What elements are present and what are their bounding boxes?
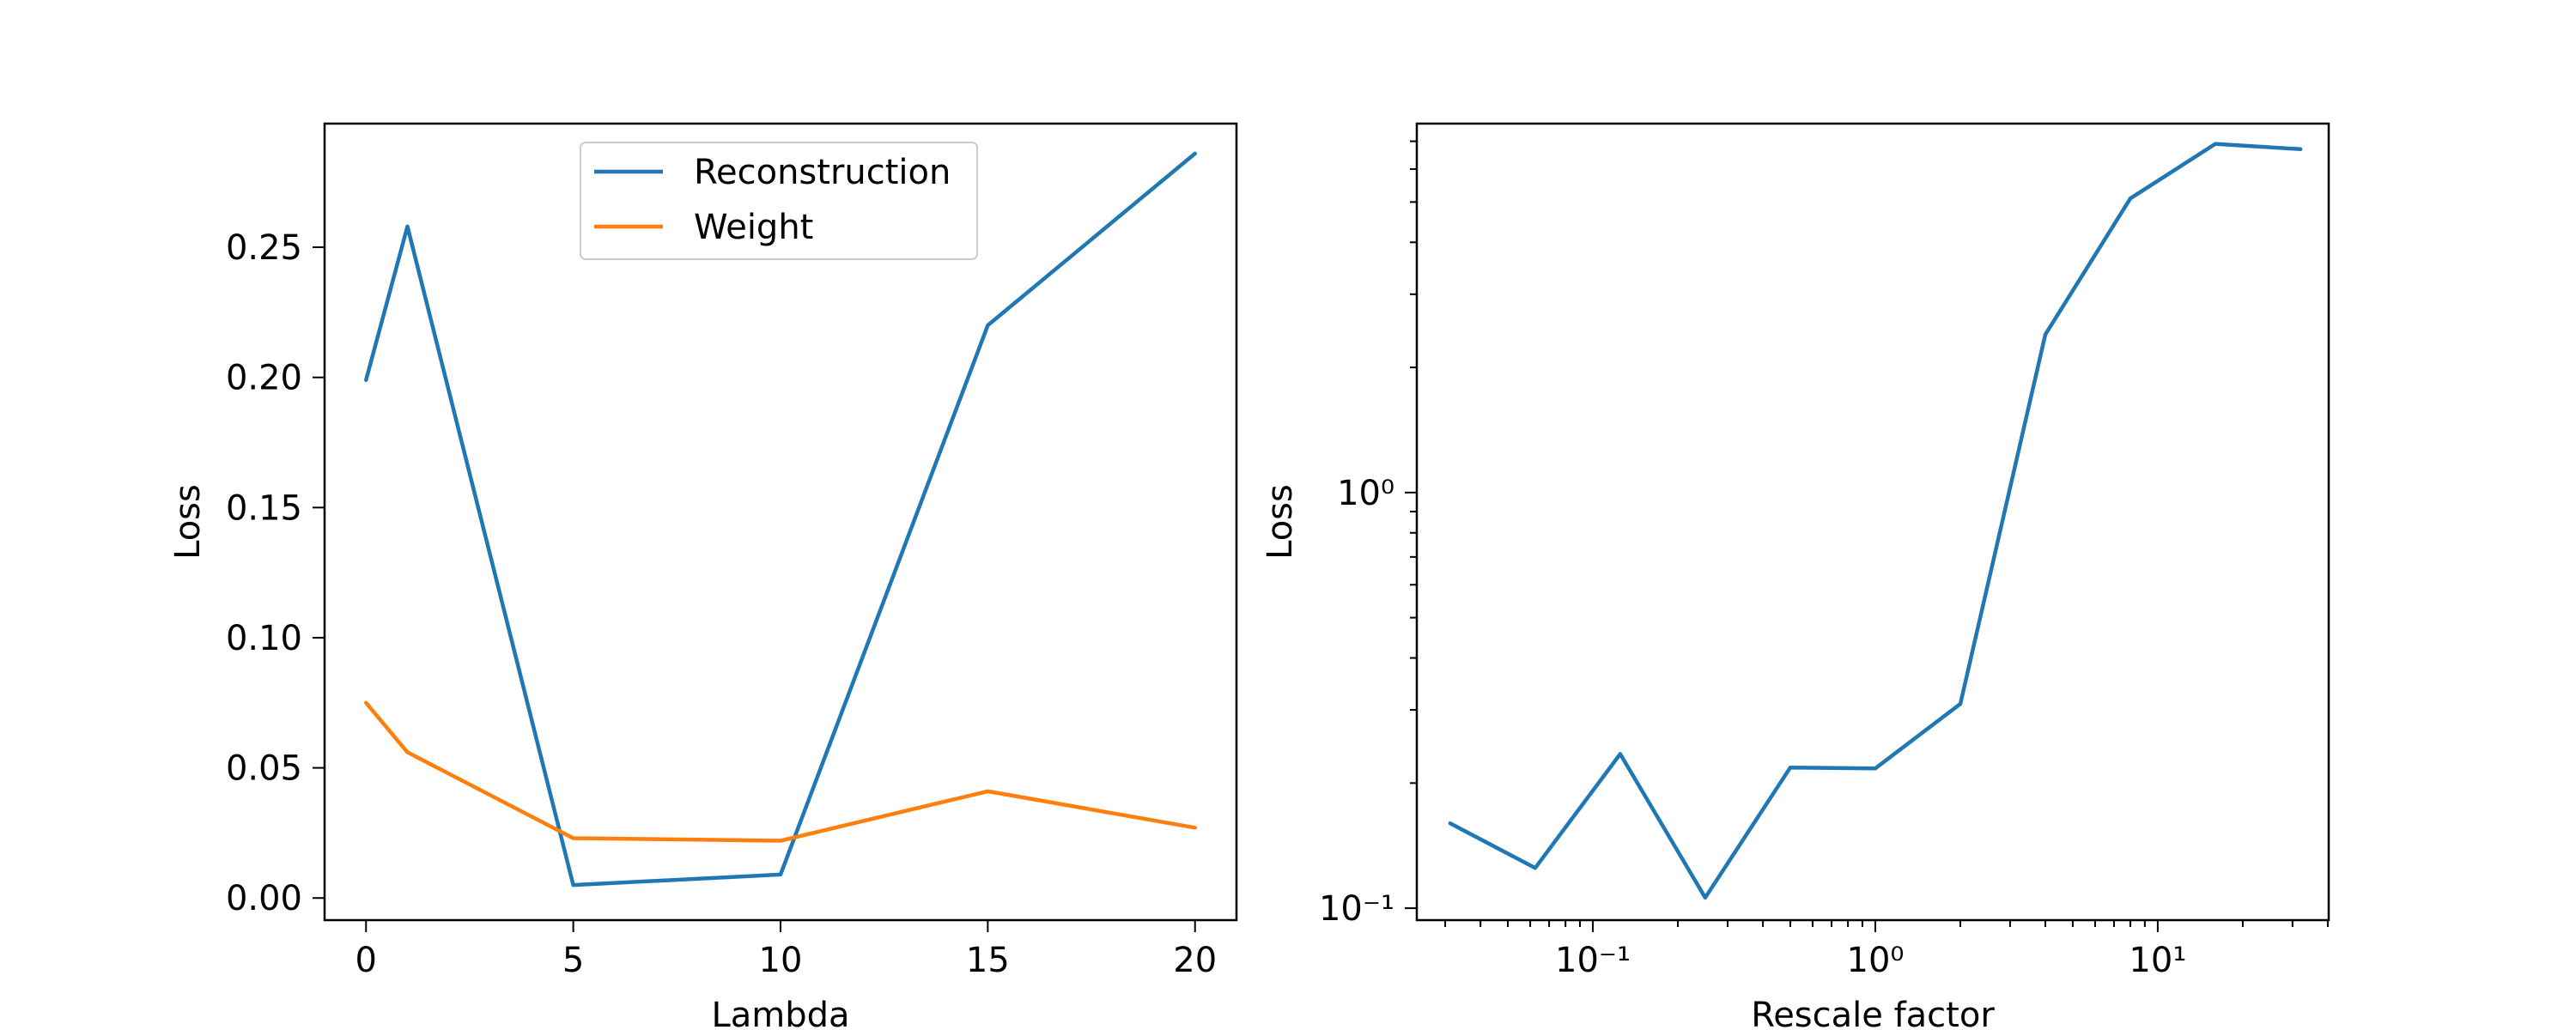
- legend-entry: Reconstruction: [694, 153, 951, 192]
- x-tick-label: 20: [1173, 941, 1217, 980]
- y-tick-label: 0.15: [226, 488, 302, 528]
- x-tick-label: 10¹: [2129, 941, 2186, 980]
- y-tick-label: 0.20: [226, 359, 302, 398]
- series-line-0-1: [364, 700, 1197, 843]
- plot-frame: [323, 122, 1238, 922]
- x-axis-label: Lambda: [711, 996, 849, 1030]
- x-tick-label: 10: [759, 941, 803, 980]
- y-tick-label: 10⁻¹: [1319, 889, 1394, 929]
- y-axis-label: Loss: [1261, 484, 1300, 560]
- x-tick-label: 5: [562, 941, 584, 980]
- rescale-loss-chart: 10⁻¹ 10⁰ 10¹ 10⁻¹ 10⁰ Rescale factor Loss: [1261, 122, 2330, 1030]
- y-tick-label: 0.05: [226, 749, 302, 789]
- series-line-0-0: [364, 151, 1197, 888]
- y-tick-label: 10⁰: [1337, 474, 1394, 513]
- legend: Reconstruction Weight: [580, 142, 978, 260]
- x-tick-label: 0: [355, 941, 377, 980]
- x-tick-label: 10⁰: [1847, 941, 1905, 980]
- y-tick-label: 0.10: [226, 619, 302, 658]
- x-tick-label: 10⁻¹: [1555, 941, 1631, 980]
- legend-entry: Weight: [694, 208, 813, 247]
- y-tick-label: 0.00: [226, 879, 302, 918]
- series-line-1-0: [1448, 142, 2303, 900]
- x-tick-label: 15: [966, 941, 1010, 980]
- y-axis-label: Loss: [168, 484, 208, 560]
- x-axis-label: Rescale factor: [1751, 996, 1995, 1030]
- y-tick-label: 0.25: [226, 228, 302, 268]
- legend-box: [580, 142, 978, 260]
- plot-frame: [1415, 122, 2330, 922]
- lambda-loss-chart: 0 5 10 15 20 0.00 0.05 0.10 0.15 0.20 0.25 Lambda Lo…: [168, 122, 1238, 1030]
